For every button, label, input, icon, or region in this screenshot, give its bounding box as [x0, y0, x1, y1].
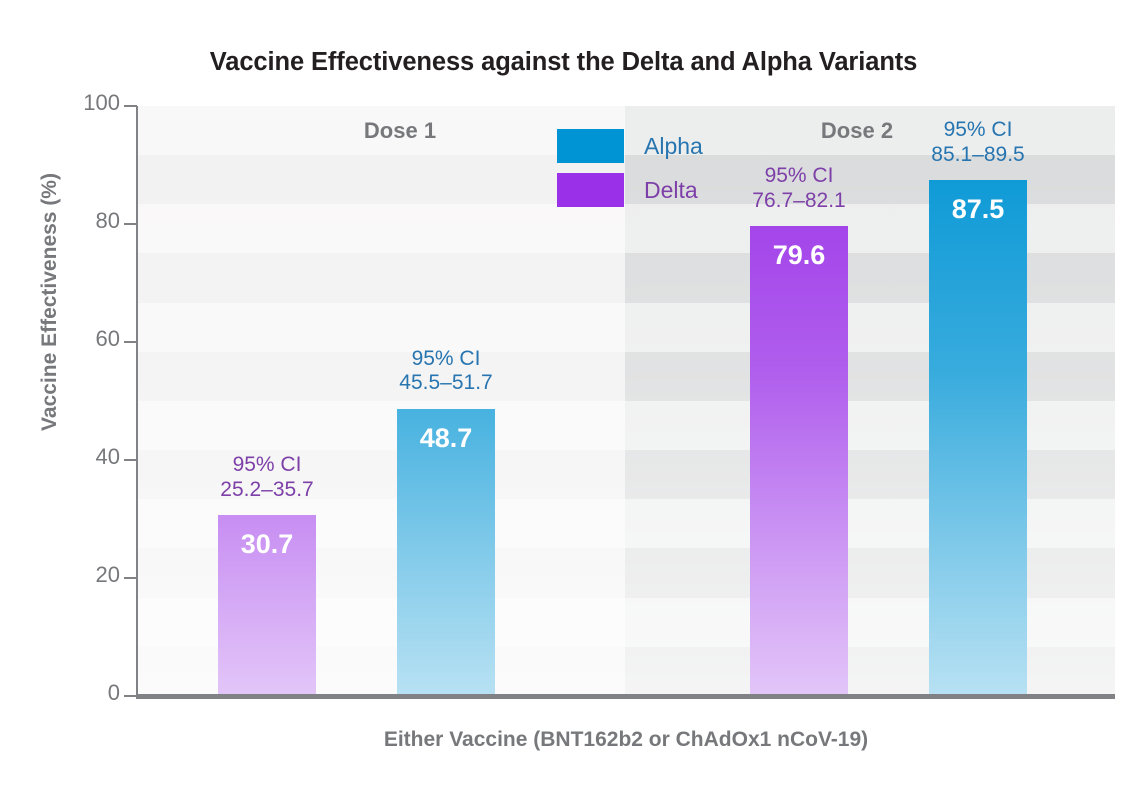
panel-header-dose-1: Dose 1 [363, 118, 437, 143]
y-tick-label: 40 [95, 444, 120, 469]
confidence-interval-title: 95% CI [943, 117, 1013, 141]
bar-dose-1-alpha[interactable]: 48.7 [397, 408, 495, 696]
confidence-interval-range: 25.2–35.7 [220, 477, 314, 501]
bar-dose-1-delta[interactable]: 30.7 [218, 514, 316, 696]
bar-value-label: 87.5 [951, 193, 1005, 224]
panel-header-dose-2: Dose 2 [820, 118, 894, 143]
y-tick-label: 0 [107, 680, 120, 705]
y-tick-mark [124, 695, 137, 697]
y-tick-label: 20 [95, 562, 120, 587]
legend-swatch-delta [557, 173, 624, 207]
y-axis-title: Vaccine Effectiveness (%) [38, 173, 61, 431]
bar-value-label: 48.7 [419, 422, 473, 453]
legend-swatch-alpha [557, 129, 624, 163]
confidence-interval-range: 85.1–89.5 [931, 142, 1025, 166]
page-title: Vaccine Effectiveness against the Delta … [209, 48, 918, 76]
legend-item-delta[interactable]: Delta [557, 168, 703, 212]
confidence-interval-title: 95% CI [411, 346, 481, 370]
legend-label-delta: Delta [644, 176, 698, 203]
confidence-interval-label: 95% CI 25.2–35.7 [182, 453, 352, 503]
y-tick-label: 80 [95, 208, 120, 233]
confidence-interval-range: 45.5–51.7 [399, 371, 493, 395]
y-axis-line [136, 106, 138, 696]
y-tick-mark [124, 105, 137, 107]
confidence-interval-title: 95% CI [232, 452, 302, 476]
x-axis-title: Either Vaccine (BNT162b2 or ChAdOx1 nCoV… [383, 728, 869, 751]
confidence-interval-label: 95% CI 76.7–82.1 [714, 164, 884, 214]
y-tick-mark [124, 223, 137, 225]
confidence-interval-label: 95% CI 45.5–51.7 [361, 347, 531, 397]
y-tick-label: 100 [83, 90, 120, 115]
y-tick-mark [124, 577, 137, 579]
bar-value-label: 79.6 [772, 240, 826, 271]
legend-item-alpha[interactable]: Alpha [557, 124, 703, 168]
y-tick-label: 60 [95, 326, 120, 351]
x-axis-line [136, 694, 1115, 699]
legend-label-alpha: Alpha [644, 132, 703, 159]
legend: Alpha Delta [557, 124, 703, 212]
y-tick-mark [124, 459, 137, 461]
confidence-interval-range: 76.7–82.1 [752, 189, 846, 213]
y-tick-mark [124, 341, 137, 343]
confidence-interval-title: 95% CI [764, 164, 834, 188]
bar-dose-2-delta[interactable]: 79.6 [750, 226, 848, 696]
bar-dose-2-alpha[interactable]: 87.5 [929, 179, 1027, 696]
bar-value-label: 30.7 [240, 528, 294, 559]
confidence-interval-label: 95% CI 85.1–89.5 [893, 118, 1063, 168]
